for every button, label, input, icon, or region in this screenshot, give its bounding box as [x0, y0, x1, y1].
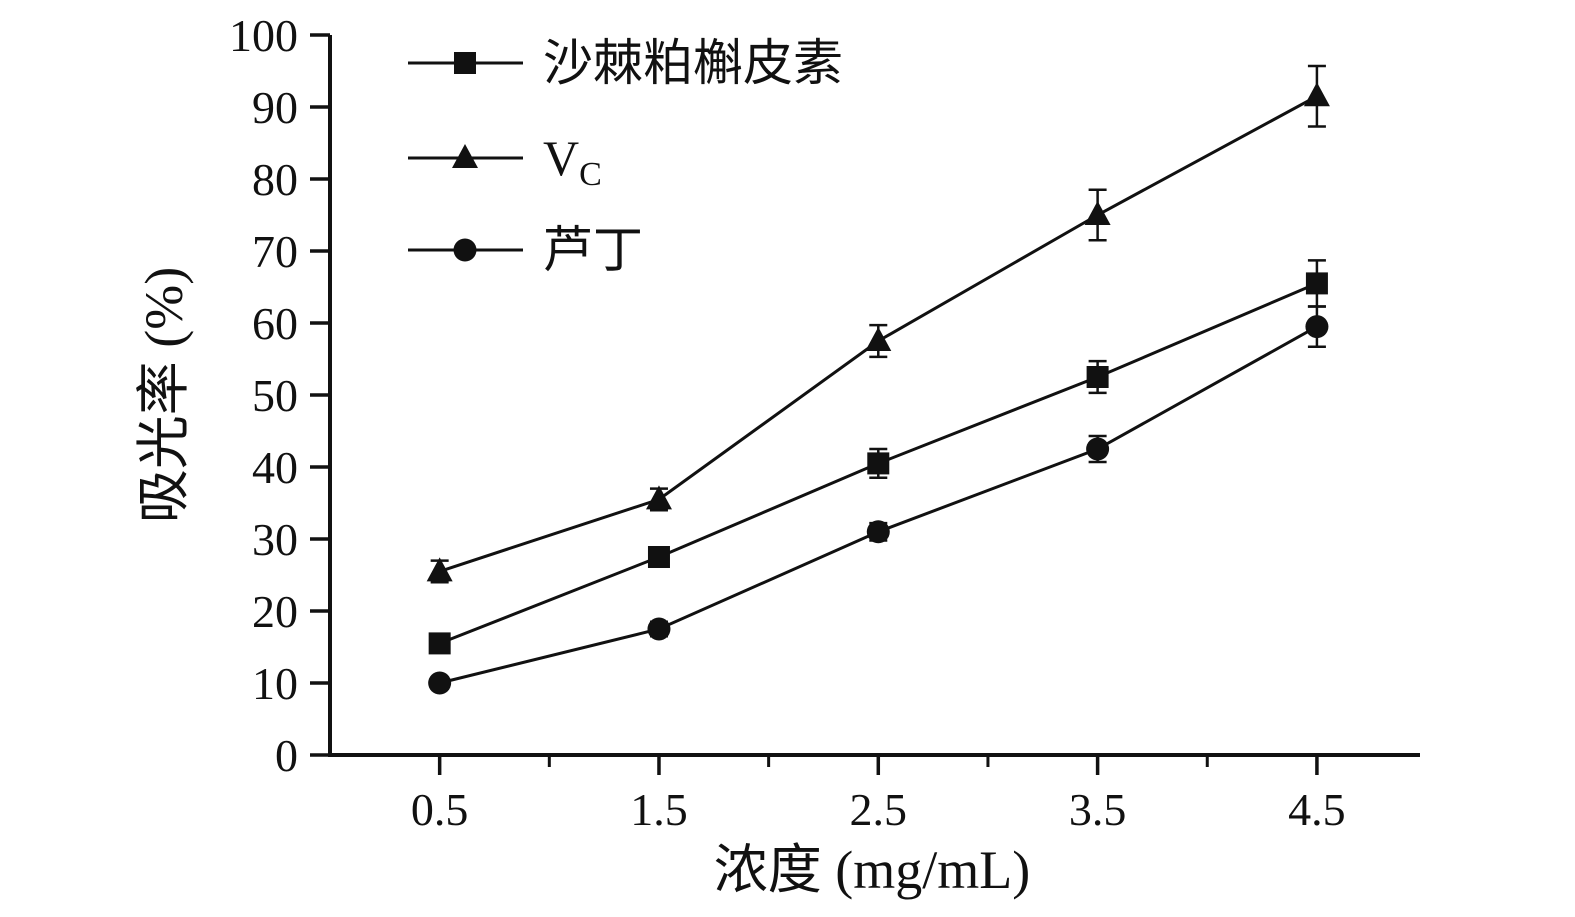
triangle-marker	[426, 557, 453, 582]
circle-marker	[866, 520, 890, 544]
circle-marker	[453, 238, 477, 262]
x-tick-label: 3.5	[1069, 784, 1127, 835]
y-tick-label: 90	[252, 82, 298, 133]
triangle-marker	[1084, 201, 1111, 225]
y-tick-label: 50	[252, 370, 298, 421]
y-tick-label: 40	[252, 442, 298, 493]
legend-label: 芦丁	[543, 222, 643, 278]
square-marker	[1086, 366, 1109, 388]
y-tick-label: 70	[252, 226, 298, 277]
x-tick-label: 0.5	[411, 784, 469, 835]
y-tick-label: 0	[275, 730, 298, 781]
legend-label: 沙棘粕槲皮素	[543, 35, 843, 91]
square-marker	[454, 52, 476, 74]
x-tick-label: 4.5	[1288, 784, 1346, 835]
circle-marker	[428, 671, 452, 695]
triangle-marker	[452, 144, 478, 168]
y-axis-title: 吸光率 (%)	[134, 267, 194, 523]
y-tick-label: 100	[229, 10, 298, 61]
x-tick-label: 1.5	[630, 784, 688, 835]
x-axis-title: 浓度 (mg/mL)	[714, 840, 1030, 900]
square-marker	[867, 452, 890, 475]
circle-marker	[1086, 437, 1110, 461]
square-marker	[428, 632, 451, 655]
triangle-marker	[645, 485, 672, 510]
square-marker	[647, 546, 670, 568]
circle-marker	[647, 617, 671, 641]
y-tick-label: 10	[252, 658, 298, 709]
x-tick-label: 2.5	[850, 784, 908, 835]
series-line-2	[439, 325, 1318, 685]
y-tick-label: 60	[252, 298, 298, 349]
circle-marker	[1305, 315, 1329, 339]
square-marker	[1305, 272, 1328, 295]
y-tick-label: 80	[252, 154, 298, 205]
y-tick-label: 20	[252, 586, 298, 637]
y-tick-label: 30	[252, 514, 298, 565]
triangle-marker	[1303, 82, 1330, 107]
triangle-marker	[865, 327, 892, 351]
legend-label: VC	[543, 130, 602, 193]
